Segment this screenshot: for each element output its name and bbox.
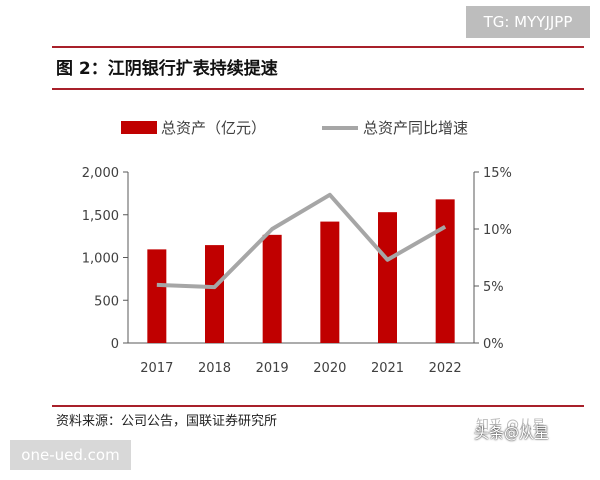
bar bbox=[378, 212, 397, 343]
watermark-badge-top: TG: MYYJJPP bbox=[466, 6, 590, 38]
bar bbox=[435, 199, 455, 343]
bar bbox=[262, 234, 282, 343]
figure-title: 图 2：江阴银行扩表持续提速 bbox=[56, 59, 278, 79]
y-right-tick-label: 15% bbox=[483, 166, 512, 181]
y-left-tick-label: 0 bbox=[111, 337, 119, 352]
legend-label-total-assets: 总资产（亿元） bbox=[161, 119, 266, 137]
y-left-tick-label: 1,000 bbox=[82, 252, 119, 267]
bar bbox=[147, 249, 167, 343]
x-tick-label: 2017 bbox=[140, 361, 173, 376]
x-tick-label: 2021 bbox=[371, 361, 404, 376]
platform-watermark-brand: 头条@从星 bbox=[474, 424, 550, 442]
y-left-tick-label: 1,500 bbox=[82, 209, 119, 224]
title-bottom-rule bbox=[52, 88, 584, 90]
source-top-rule bbox=[52, 405, 584, 407]
growth-line-series bbox=[156, 192, 447, 290]
x-tick-label: 2018 bbox=[198, 361, 231, 376]
x-tick-label: 2022 bbox=[429, 361, 462, 376]
bar bbox=[320, 221, 340, 343]
y-right-tick-label: 10% bbox=[483, 223, 512, 238]
y-right-tick-label: 5% bbox=[483, 280, 504, 295]
legend-swatch-total-assets bbox=[121, 121, 157, 134]
y-right-tick-label: 0% bbox=[483, 337, 504, 352]
x-tick-label: 2019 bbox=[256, 361, 289, 376]
y-left-tick-label: 500 bbox=[94, 294, 119, 309]
bar bbox=[205, 245, 224, 343]
source-note: 资料来源：公司公告，国联证券研究所 bbox=[56, 414, 278, 429]
legend-label-growth: 总资产同比增速 bbox=[363, 119, 468, 137]
x-tick-label: 2020 bbox=[313, 361, 346, 376]
watermark-badge-bottom: one-ued.com bbox=[10, 440, 131, 470]
title-top-rule bbox=[52, 46, 584, 48]
platform-watermark-text: 知乎 @从星 bbox=[476, 418, 546, 433]
y-left-tick-label: 2,000 bbox=[82, 166, 119, 181]
